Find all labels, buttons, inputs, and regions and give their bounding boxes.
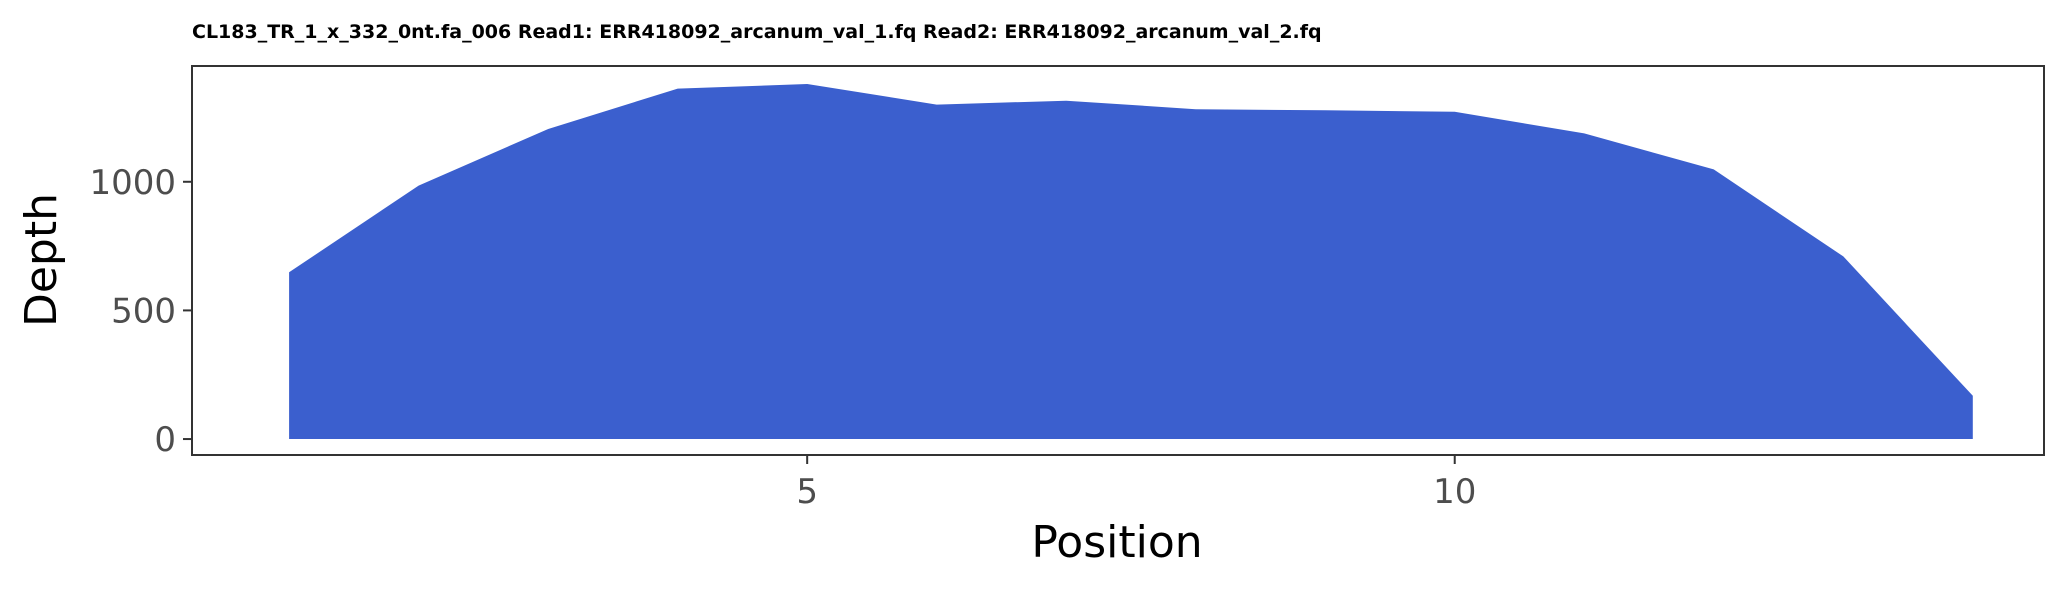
data-point: [1322, 107, 1328, 113]
data-point: [1193, 106, 1199, 112]
data-point: [1840, 253, 1846, 259]
plot-frame: [191, 65, 2045, 456]
data-point: [675, 86, 681, 92]
y-tick-label: 1000: [89, 163, 176, 203]
x-tick-label: 5: [796, 472, 818, 512]
y-tick-label: 500: [111, 291, 176, 331]
data-point: [1970, 393, 1976, 399]
data-point: [934, 102, 940, 108]
y-axis-label: Depth: [16, 193, 67, 327]
data-point: [1452, 109, 1458, 115]
data-point: [1711, 166, 1717, 172]
data-point: [1581, 130, 1587, 136]
depth-area: [289, 84, 1973, 439]
data-point: [416, 183, 422, 189]
data-point: [286, 269, 292, 275]
x-axis-label: Position: [1031, 517, 1202, 568]
chart-title: CL183_TR_1_x_332_0nt.fa_006 Read1: ERR41…: [192, 21, 1322, 43]
data-point: [1063, 98, 1069, 104]
x-tick-label: 10: [1433, 472, 1476, 512]
data-point: [545, 126, 551, 132]
y-tick-label: 0: [154, 420, 176, 460]
data-point: [804, 81, 810, 87]
